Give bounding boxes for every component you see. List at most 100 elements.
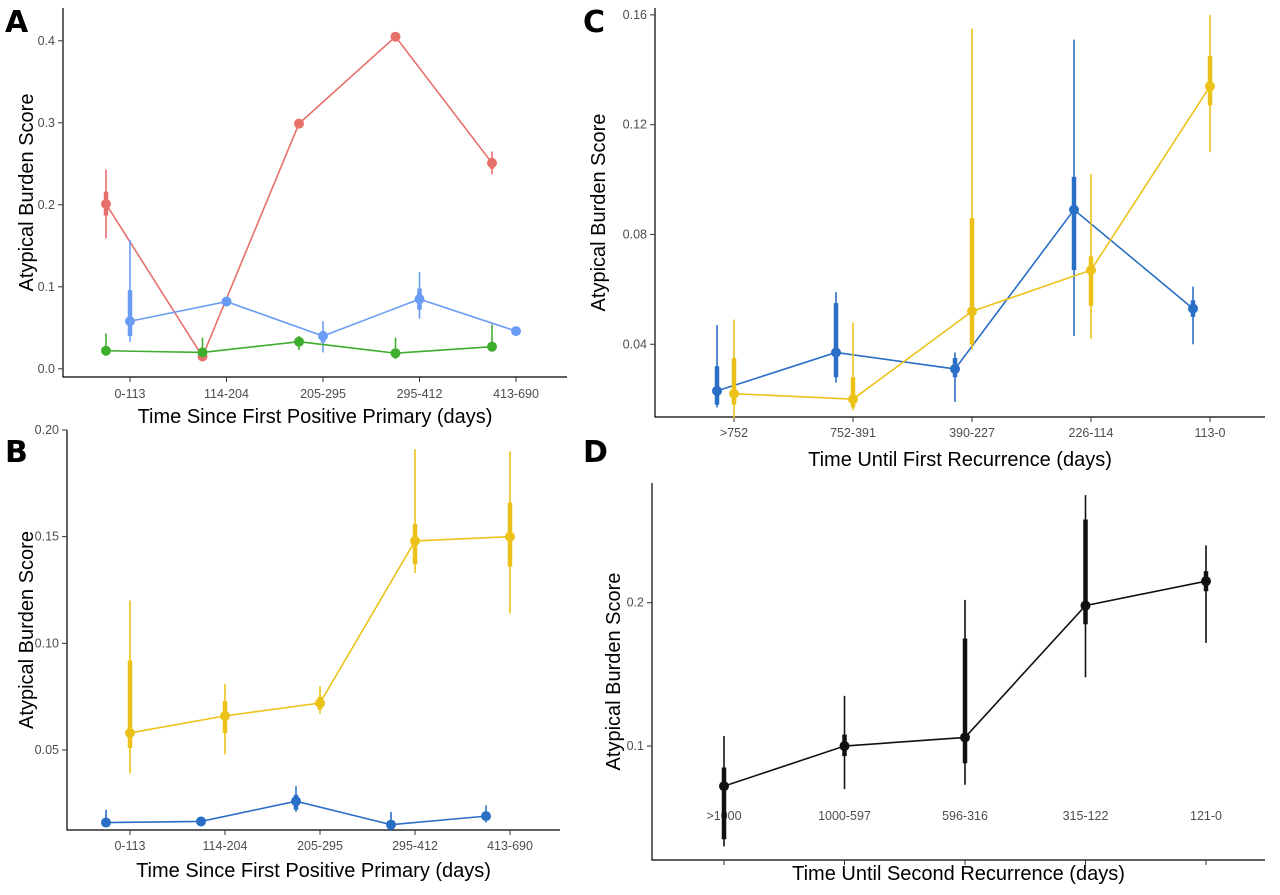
data-point [221, 296, 232, 307]
x-tick-label: 113-0 [1194, 426, 1225, 440]
data-point [1201, 576, 1211, 587]
series-1 [101, 31, 497, 362]
data-point [196, 816, 206, 827]
x-axis-title: Time Until Second Recurrence (days) [792, 863, 1125, 885]
data-point [487, 157, 497, 168]
data-point [505, 531, 515, 542]
data-point [390, 31, 401, 42]
x-tick-label: 390-227 [949, 426, 995, 440]
y-tick-label: 0.0 [38, 362, 55, 376]
y-tick-label: 0.2 [627, 596, 644, 610]
data-point [386, 819, 396, 830]
series-1 [712, 39, 1198, 408]
y-tick-label: 0.20 [35, 423, 59, 437]
x-tick-label: 0-113 [114, 387, 145, 401]
x-tick-label: 413-690 [487, 839, 533, 853]
data-point [839, 741, 850, 752]
series-2 [125, 240, 521, 353]
x-tick-label: 295-412 [392, 839, 438, 853]
x-tick-label: 1000-597 [818, 809, 871, 823]
x-axis-title: Time Since First Positive Primary (days) [136, 860, 491, 882]
series-line [105, 35, 493, 359]
data-point [1069, 204, 1079, 215]
y-tick-label: 0.10 [35, 636, 59, 650]
data-point [719, 781, 729, 792]
data-point [848, 394, 858, 405]
x-tick-label: 205-295 [297, 839, 343, 853]
panel-letter: C [583, 5, 605, 40]
panel-b: B 0.05 0.10 0.15 0.20 0-113 114-204 205-295 295-… [5, 423, 560, 882]
x-axis-title: Time Since First Positive Primary (days) [138, 406, 493, 428]
axis-lines [66, 430, 560, 831]
data-point [294, 336, 304, 347]
x-tick-label: >752 [720, 426, 748, 440]
data-point [220, 710, 230, 721]
data-point [101, 817, 111, 828]
y-tick-label: 0.3 [38, 116, 55, 130]
data-point [414, 294, 425, 305]
y-tick-label: 0.15 [35, 530, 59, 544]
x-tick-label: 315-122 [1063, 809, 1109, 823]
data-point [125, 727, 135, 738]
series-1 [719, 495, 1211, 847]
series-3 [101, 324, 497, 359]
panel-letter: B [5, 435, 28, 470]
y-axis-title: Atypical Burden Score [16, 94, 38, 292]
axis-lines [654, 8, 1265, 418]
x-tick-label: 596-316 [942, 809, 988, 823]
data-point [315, 698, 325, 709]
y-axis-title: Atypical Burden Score [16, 531, 38, 729]
axis-lines [62, 8, 567, 378]
data-point [712, 385, 722, 396]
x-tick-label: 413-690 [493, 387, 539, 401]
y-axis-title: Atypical Burden Score [588, 114, 610, 312]
panel-letter: D [583, 435, 608, 470]
x-tick-label: 295-412 [397, 387, 443, 401]
panel-c: C 0.04 0.08 0.12 0.16 >752 752-391 390-227 226-1… [583, 5, 1265, 471]
y-tick-label: 0.12 [623, 118, 647, 132]
data-point [831, 347, 841, 358]
data-point [1188, 303, 1198, 314]
axis-lines [651, 483, 1265, 861]
data-point [511, 326, 521, 337]
data-point [291, 796, 301, 807]
y-axis-title: Atypical Burden Score [603, 573, 625, 771]
x-tick-label: 752-391 [830, 426, 876, 440]
data-point [481, 811, 491, 822]
data-point [197, 347, 208, 358]
y-tick-label: 0.2 [38, 198, 55, 212]
x-tick-label: 114-204 [204, 387, 249, 401]
data-point [294, 118, 304, 129]
data-point [729, 388, 739, 399]
y-tick-label: 0.1 [38, 280, 55, 294]
y-tick-label: 0.1 [627, 739, 644, 753]
series-2 [729, 14, 1215, 419]
data-point [101, 198, 111, 209]
panel-d: D0.10.2>10001000-597596-316315-122121-0T… [583, 435, 1265, 885]
data-point [318, 331, 328, 341]
data-point [125, 316, 135, 327]
series-2 [101, 786, 491, 832]
y-tick-label: 0.16 [623, 8, 647, 22]
data-point [410, 535, 420, 546]
data-point [960, 732, 970, 743]
panel-a: A 0.0 0.1 0.2 0.3 0.4 0-113 114-204 205-295 295-4… [5, 5, 567, 428]
data-point [1080, 600, 1091, 611]
data-point [950, 363, 960, 374]
data-point [101, 345, 111, 356]
data-point [1086, 265, 1096, 276]
data-point [390, 348, 401, 359]
x-tick-label: 0-113 [114, 839, 145, 853]
data-point [487, 341, 497, 352]
x-tick-label: 205-295 [300, 387, 346, 401]
x-tick-label: 114-204 [203, 839, 248, 853]
panel-letter: A [5, 5, 29, 40]
y-tick-label: 0.05 [35, 743, 59, 757]
series-1 [125, 449, 515, 774]
y-tick-label: 0.04 [623, 337, 647, 351]
x-axis-title: Time Until First Recurrence (days) [808, 449, 1112, 471]
data-point [967, 306, 977, 317]
x-tick-label: 226-114 [1069, 426, 1114, 440]
y-tick-label: 0.4 [38, 34, 55, 48]
